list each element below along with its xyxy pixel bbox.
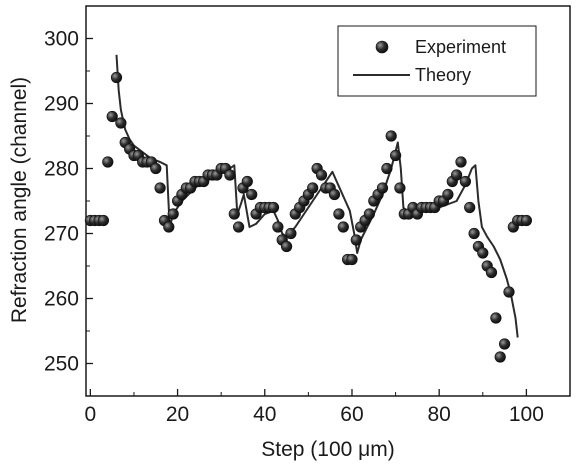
- legend-experiment-marker: [375, 40, 389, 54]
- legend-experiment-label: Experiment: [415, 37, 506, 57]
- experiment-point-56: [328, 188, 341, 201]
- x-tick-label-1: 20: [166, 403, 189, 426]
- experiment-point-16: [154, 182, 166, 194]
- experiment-point-69: [385, 130, 397, 142]
- experiment-point-86: [459, 175, 472, 188]
- experiment-point-45: [281, 240, 293, 253]
- experiment-point-7: [115, 117, 127, 129]
- x-tick-label-4: 80: [428, 403, 451, 426]
- experiment-point-57: [333, 208, 345, 220]
- experiment-point-92: [485, 266, 498, 279]
- x-tick-label-0: 0: [85, 403, 97, 426]
- experiment-point-100: [520, 214, 533, 227]
- experiment-point-94: [494, 351, 506, 363]
- experiment-point-61: [350, 234, 362, 246]
- experiment-point-6: [110, 71, 123, 84]
- experiment-point-37: [246, 188, 258, 201]
- experiment-point-36: [241, 175, 253, 188]
- experiment-point-85: [455, 156, 467, 168]
- experiment-point-46: [285, 227, 297, 240]
- experiment-point-84: [451, 169, 463, 181]
- experiment-point-5: [106, 110, 118, 123]
- legend-box: [337, 25, 537, 97]
- experiment-point-70: [390, 149, 402, 162]
- tick-labels: 0 20 40 60 80 100 250 260 270 280 290 300: [44, 28, 544, 427]
- experiment-point-93: [490, 312, 502, 324]
- x-tick-label-2: 40: [253, 403, 276, 426]
- legend-theory-label: Theory: [415, 65, 471, 85]
- y-tick-label-3: 280: [44, 158, 79, 181]
- y-tick-label-2: 270: [44, 223, 79, 246]
- experiment-point-32: [224, 169, 236, 181]
- y-tick-label-1: 260: [44, 288, 79, 311]
- experiment-point-64: [363, 208, 376, 220]
- experiment-point-4: [102, 156, 114, 168]
- experiment-point-60: [346, 253, 358, 266]
- experiment-point-3: [97, 214, 109, 227]
- experiment-point-33: [228, 208, 240, 220]
- experiment-point-34: [233, 221, 245, 233]
- experiment-point-82: [442, 188, 454, 201]
- experiment-point-19: [167, 208, 179, 220]
- experiment-point-53: [315, 169, 328, 181]
- x-tick-label-5: 100: [509, 403, 544, 426]
- experiment-point-58: [337, 221, 349, 233]
- experiment-point-42: [267, 201, 280, 214]
- experiment-point-87: [464, 201, 476, 214]
- y-tick-label-4: 290: [44, 93, 79, 116]
- axis-ticks: [86, 37, 571, 397]
- x-axis-label: Step (100 μm): [261, 438, 395, 461]
- experiment-point-67: [376, 182, 389, 194]
- y-tick-label-5: 300: [44, 28, 79, 51]
- y-tick-label-0: 250: [44, 353, 79, 376]
- experiment-point-68: [381, 162, 393, 175]
- experiment-point-90: [477, 247, 489, 259]
- legend: Experiment Theory: [337, 25, 537, 97]
- experiment-point-71: [394, 182, 406, 194]
- experiment-point-95: [499, 338, 511, 350]
- experiment-point-43: [272, 221, 284, 233]
- experiment-point-96: [503, 286, 515, 298]
- experiment-point-51: [307, 182, 319, 194]
- experiment-point-15: [150, 162, 162, 175]
- y-axis-label: Refraction angle (channel): [8, 77, 31, 323]
- experiment-point-88: [468, 227, 480, 240]
- series-experiment: [84, 71, 533, 363]
- x-tick-label-3: 60: [340, 403, 363, 426]
- experiment-point-18: [163, 221, 175, 233]
